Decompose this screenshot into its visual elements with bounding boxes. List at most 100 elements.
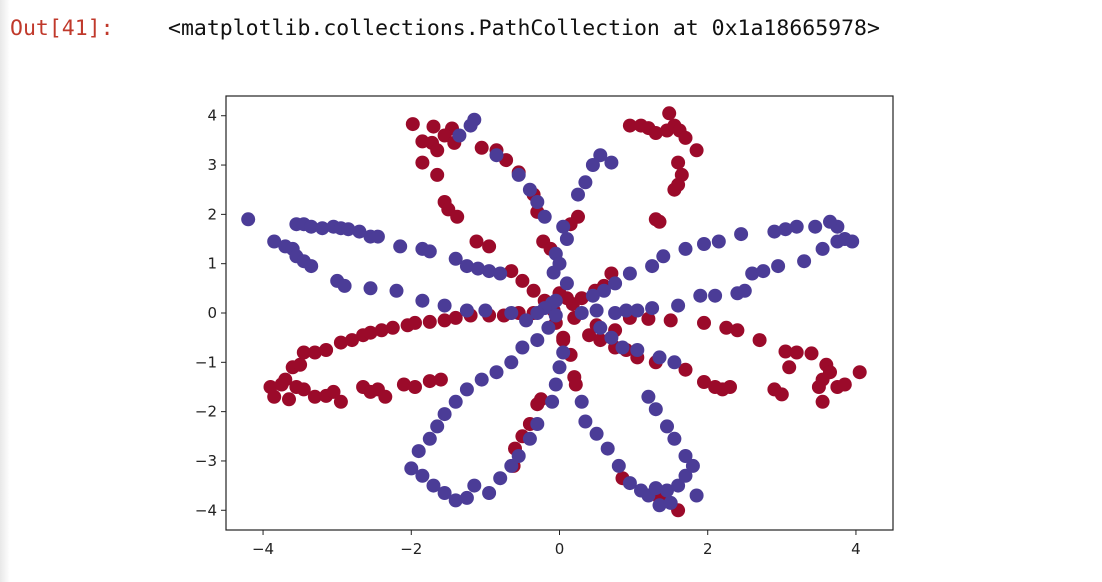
y-axis: −4 −3 −2 −1 0 1 2 3 4 xyxy=(195,107,226,519)
scatter-point xyxy=(597,283,611,298)
scatter-point xyxy=(630,303,645,318)
scatter-point xyxy=(450,209,465,224)
scatter-point xyxy=(652,498,667,513)
scatter-point xyxy=(408,315,422,330)
scatter-point xyxy=(811,380,826,394)
scatter-point xyxy=(422,431,437,446)
scatter-point xyxy=(697,375,711,389)
scatter-point xyxy=(396,377,411,392)
scatter-point xyxy=(852,365,867,380)
scatter-point xyxy=(782,360,797,375)
scatter-point xyxy=(363,281,378,296)
scatter-point xyxy=(815,394,830,409)
scatter-point xyxy=(493,471,508,486)
scatter-point xyxy=(556,333,571,348)
scatter-point xyxy=(578,175,593,190)
scatter-point xyxy=(482,264,497,279)
scatter-point xyxy=(678,362,693,377)
scatter-point xyxy=(645,259,660,274)
scatter-point xyxy=(571,187,585,202)
scatter-point xyxy=(678,468,693,483)
scatter-point xyxy=(537,209,552,224)
scatter-point xyxy=(556,219,571,234)
scatter-point xyxy=(337,278,352,293)
scatter-point xyxy=(530,333,545,348)
scatter-point xyxy=(556,345,571,360)
scatter-point xyxy=(652,350,667,365)
scatter-point xyxy=(815,241,830,256)
scatter-point xyxy=(467,478,482,493)
scatter-point xyxy=(648,126,663,140)
scatter-point xyxy=(333,394,348,409)
scatter-point xyxy=(545,394,560,409)
scatter-point xyxy=(307,345,322,360)
scatter-point xyxy=(808,219,823,234)
scatter-point xyxy=(504,458,519,473)
scatter-point xyxy=(845,234,860,249)
scatter-point xyxy=(296,345,311,360)
scatter-point xyxy=(837,377,852,392)
scatter-point xyxy=(678,130,693,145)
scatter-point xyxy=(645,301,660,316)
scatter-point xyxy=(519,313,534,328)
y-tick-label: 4 xyxy=(207,107,217,125)
scatter-point xyxy=(730,323,745,338)
y-tick-label: 0 xyxy=(207,304,217,322)
scatter-point xyxy=(430,419,445,434)
scatter-point xyxy=(559,291,574,306)
scatter-point xyxy=(504,355,519,370)
scatter-point xyxy=(574,394,589,409)
scatter-point xyxy=(660,483,674,498)
scatter-point xyxy=(504,306,519,320)
scatter-point xyxy=(370,229,385,244)
scatter-point xyxy=(734,227,749,242)
scatter-point xyxy=(789,219,804,234)
scatter-point xyxy=(448,493,463,508)
scatter-point xyxy=(405,117,420,132)
scatter-point xyxy=(415,468,430,483)
scatter-point xyxy=(593,333,608,348)
scatter-point xyxy=(504,264,519,279)
scatter-point xyxy=(341,222,356,237)
scatter-point xyxy=(622,118,637,133)
scatter-point xyxy=(459,490,474,505)
scatter-point xyxy=(585,158,600,172)
scatter-point xyxy=(389,283,404,298)
scatter-point xyxy=(448,394,463,409)
scatter-point xyxy=(678,449,693,463)
scatter-point xyxy=(574,306,589,320)
scatter-point xyxy=(422,314,437,329)
y-tick-label: −3 xyxy=(195,452,217,470)
scatter-point xyxy=(267,234,282,249)
scatter-point xyxy=(426,119,441,134)
scatter-point xyxy=(422,244,437,259)
x-tick-label: 4 xyxy=(851,540,861,558)
scatter-point xyxy=(352,224,367,239)
scatter-point xyxy=(582,328,597,343)
scatter-point xyxy=(585,288,600,303)
scatter-point xyxy=(326,384,341,399)
scatter-point xyxy=(568,377,583,392)
scatter-point xyxy=(315,221,330,236)
scatter-point xyxy=(304,259,319,274)
y-tick-label: 1 xyxy=(207,255,217,273)
scatter-point xyxy=(548,377,563,392)
scatter-point xyxy=(648,402,663,417)
scatter-point xyxy=(471,261,485,276)
scatter-point xyxy=(448,310,463,325)
scatter-point xyxy=(667,431,682,446)
scatter-point xyxy=(671,478,686,493)
points-layer xyxy=(241,106,867,518)
scatter-point xyxy=(530,306,545,320)
scatter-point xyxy=(548,308,563,323)
scatter-point xyxy=(660,419,674,434)
scatter-point xyxy=(615,340,630,355)
scatter-point xyxy=(296,382,311,397)
scatter-point xyxy=(559,276,574,291)
scatter-point xyxy=(671,155,686,170)
scatter-point xyxy=(737,283,752,298)
scatter-point xyxy=(493,266,508,281)
scatter-point xyxy=(374,323,389,338)
scatter-point xyxy=(415,134,430,149)
scatter-point xyxy=(437,298,452,313)
